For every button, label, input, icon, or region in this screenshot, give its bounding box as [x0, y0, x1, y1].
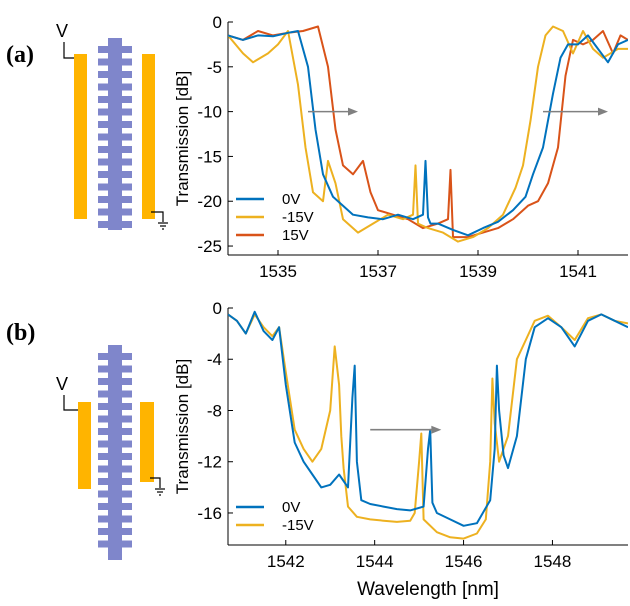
- y-tick-label: -8: [207, 401, 222, 420]
- grating-tooth: [98, 158, 132, 166]
- grating-tooth: [98, 528, 132, 535]
- grating-tooth: [98, 171, 132, 178]
- x-tick-label: 1542: [267, 552, 305, 571]
- legend-label: 15V: [282, 227, 309, 244]
- grating-tooth: [98, 540, 132, 548]
- grating-tooth: [98, 415, 132, 423]
- y-tick-label: -25: [197, 237, 222, 256]
- y-tick-label: 0: [213, 13, 222, 32]
- voltage-label-a: V: [56, 21, 68, 41]
- grating-tooth: [98, 146, 132, 153]
- ground-lead-a: [151, 211, 164, 222]
- voltage-lead-b: [63, 395, 78, 411]
- grating-tooth: [98, 453, 132, 460]
- y-tick-label: -20: [197, 192, 222, 211]
- waveguide-core: [108, 345, 122, 560]
- grating-tooth: [98, 121, 132, 128]
- y-tick-label: -5: [207, 58, 222, 77]
- grating-tooth: [98, 440, 132, 448]
- bragg-grating-waveguide-b: [98, 345, 132, 560]
- grating-tooth: [98, 428, 132, 435]
- grating-tooth: [98, 46, 132, 53]
- grating-tooth: [98, 208, 132, 216]
- y-tick-label: -12: [197, 453, 222, 472]
- grating-tooth: [98, 133, 132, 141]
- series-line-15V: [228, 25, 628, 239]
- grating-tooth: [98, 403, 132, 410]
- grating-tooth: [98, 365, 132, 373]
- grating-tooth: [98, 196, 132, 203]
- electrode-left-a: [74, 54, 87, 219]
- x-tick-label: 1537: [359, 262, 397, 281]
- shift-arrow: [308, 107, 358, 116]
- grating-tooth: [98, 83, 132, 91]
- panel-a: (a) V 0 -5 -10 -15 -20 -25 1535 1537 1539 1541 Tra…: [6, 13, 628, 281]
- legend-label: 0V: [282, 499, 300, 516]
- legend-label: -15V: [282, 209, 314, 226]
- grating-tooth: [98, 221, 132, 228]
- x-tick-label: 1535: [259, 262, 297, 281]
- ground-icon: [158, 222, 168, 230]
- shift-arrow: [543, 107, 608, 116]
- legend-label: 0V: [282, 191, 300, 208]
- electrode-right-b: [140, 402, 154, 482]
- grating-tooth: [98, 378, 132, 385]
- chart-a: 0 -5 -10 -15 -20 -25 1535 1537 1539 1541 Transmiss…: [173, 13, 628, 281]
- chart-b: 0 -4 -8 -12 -16 1542 1544 1546 1548 Transmission …: [173, 299, 628, 600]
- grating-tooth: [98, 108, 132, 116]
- voltage-lead-a: [63, 42, 74, 59]
- y-tick-label: -10: [197, 103, 222, 122]
- x-tick-label: 1546: [445, 552, 483, 571]
- ground-lead-b: [150, 477, 161, 488]
- grating-tooth: [98, 465, 132, 473]
- y-axis-label: Transmission [dB]: [173, 71, 192, 206]
- x-axis-label: Wavelength [nm]: [357, 579, 499, 600]
- y-tick-label: -16: [197, 504, 222, 523]
- legend: 0V-15V: [236, 499, 314, 534]
- y-tick-label: 0: [213, 299, 222, 318]
- series-line-0V: [228, 310, 628, 527]
- voltage-label-b: V: [56, 374, 68, 394]
- device-schematic-a: V: [56, 21, 168, 230]
- grating-tooth: [98, 58, 132, 66]
- grating-tooth: [98, 353, 132, 360]
- series-line--15V: [228, 25, 628, 243]
- grating-tooth: [98, 478, 132, 485]
- series-line--15V: [228, 313, 628, 540]
- y-axis-label: Transmission [dB]: [173, 359, 192, 494]
- grating-tooth: [98, 183, 132, 191]
- grating-tooth: [98, 515, 132, 523]
- shift-arrow: [370, 425, 442, 434]
- grating-tooth: [98, 71, 132, 78]
- grating-tooth: [98, 96, 132, 103]
- grating-tooth: [98, 390, 132, 398]
- x-tick-label: 1541: [559, 262, 597, 281]
- ground-icon: [155, 488, 165, 496]
- x-tick-label: 1544: [356, 552, 394, 571]
- y-tick-label: -15: [197, 147, 222, 166]
- electrode-right-a: [142, 54, 155, 219]
- grating-tooth: [98, 503, 132, 510]
- series-group: [228, 310, 628, 540]
- panel-b-label: (b): [6, 320, 35, 346]
- legend-label: -15V: [282, 517, 314, 534]
- series-group: [228, 25, 628, 243]
- grating-tooth: [98, 490, 132, 498]
- bragg-grating-waveguide-a: [98, 38, 132, 230]
- y-tick-label: -4: [207, 350, 222, 369]
- device-schematic-b: V: [56, 345, 165, 560]
- electrode-left-b: [78, 402, 91, 489]
- panel-a-label: (a): [6, 42, 34, 68]
- series-line-0V: [228, 30, 628, 237]
- x-tick-label: 1548: [534, 552, 572, 571]
- panel-b: (b) V 0 -4 -8 -12 -16 1542 1544 1546 1548 Transmi…: [6, 299, 628, 600]
- x-tick-label: 1539: [459, 262, 497, 281]
